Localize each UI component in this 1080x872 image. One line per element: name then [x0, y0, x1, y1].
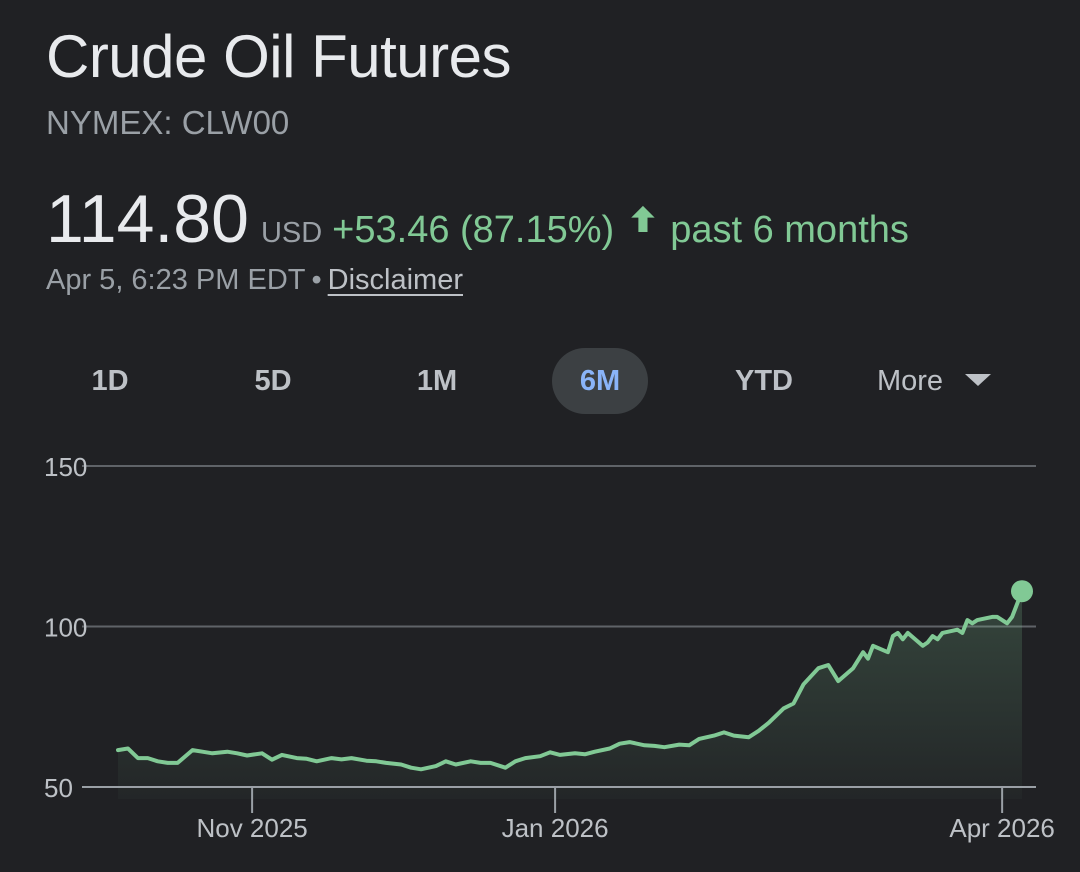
y-tick-label: 150	[44, 452, 87, 482]
price-line	[116, 589, 1024, 772]
tab-1d[interactable]: 1D	[91, 365, 129, 397]
price-change: +53.46 (87.15%)	[332, 209, 615, 251]
quote-row: 114.80 USD +53.46 (87.15%) past 6 months	[46, 180, 909, 257]
page-title: Crude Oil Futures	[46, 23, 512, 90]
x-tick-label: Jan 2026	[502, 813, 609, 843]
currency-label: USD	[260, 217, 323, 249]
more-label: More	[876, 365, 944, 397]
tab-6m[interactable]: 6M	[552, 348, 648, 414]
y-tick-label: 100	[44, 613, 87, 643]
disclaimer-link[interactable]: Disclaimer	[327, 264, 463, 296]
ticker-symbol: NYMEX: CLW00	[46, 104, 290, 141]
caret-down-icon	[965, 374, 992, 387]
price-area	[118, 591, 1022, 799]
separator-dot: •	[311, 264, 322, 296]
current-price: 114.80	[46, 181, 249, 257]
tab-ytd[interactable]: YTD	[735, 365, 793, 397]
y-tick-label: 50	[44, 773, 73, 803]
period-label: past 6 months	[670, 209, 909, 251]
price-chart: 150 100 50 Nov 2025 Jan 2026 Apr 2026	[44, 452, 1055, 843]
tab-1m[interactable]: 1M	[416, 365, 458, 397]
latest-price-point[interactable]	[1011, 580, 1033, 603]
tab-more[interactable]: More	[854, 348, 1014, 414]
arrow-up-icon	[626, 202, 660, 236]
tab-5d[interactable]: 5D	[254, 365, 292, 397]
quote-meta: Apr 5, 6:23 PM EDT • Disclaimer	[46, 264, 463, 297]
x-tick-label: Apr 2026	[949, 813, 1055, 843]
timestamp: Apr 5, 6:23 PM EDT	[46, 264, 306, 296]
x-tick-label: Nov 2025	[196, 813, 307, 843]
range-tabs: 1D 5D 1M 6M YTD More	[58, 348, 1048, 416]
